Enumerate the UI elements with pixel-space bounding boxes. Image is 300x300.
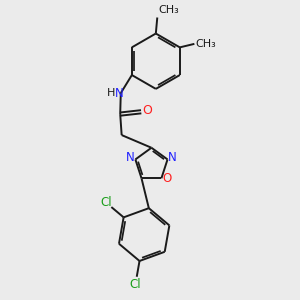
Text: O: O: [143, 104, 152, 117]
Text: Cl: Cl: [130, 278, 141, 291]
Text: H: H: [107, 88, 116, 98]
Text: O: O: [162, 172, 171, 185]
Text: N: N: [115, 87, 124, 100]
Text: CH₃: CH₃: [196, 39, 217, 49]
Text: Cl: Cl: [100, 196, 112, 209]
Text: N: N: [168, 152, 177, 164]
Text: N: N: [126, 152, 135, 164]
Text: CH₃: CH₃: [159, 4, 179, 15]
